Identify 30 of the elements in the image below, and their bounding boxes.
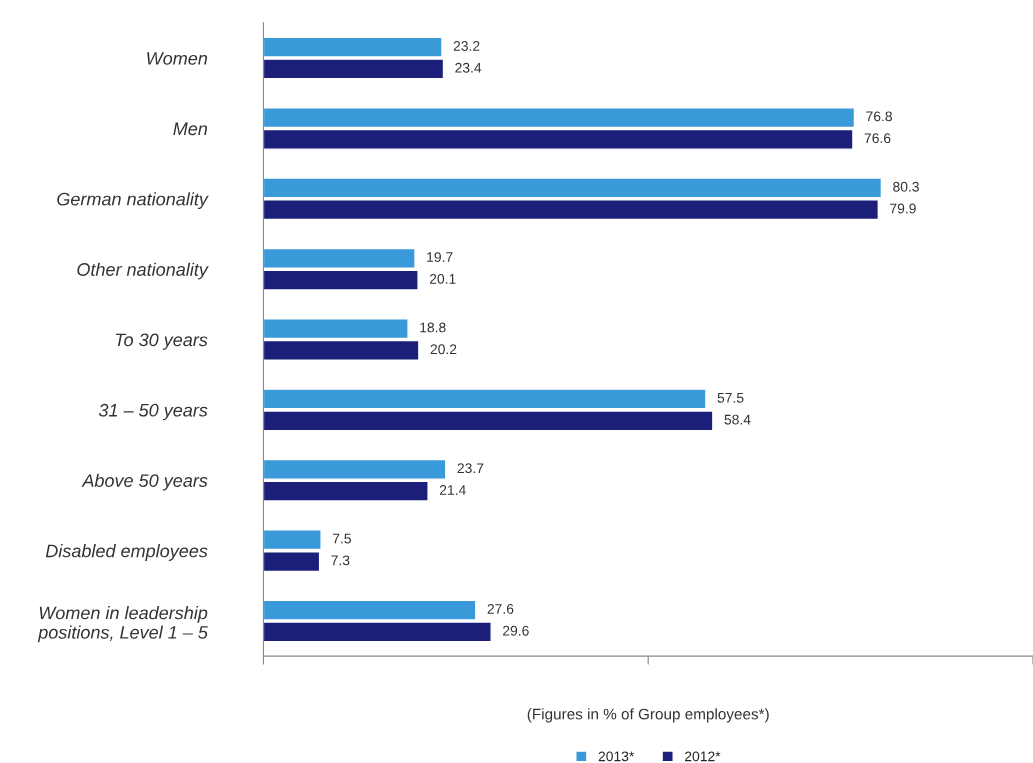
data-label: 79.9 bbox=[890, 203, 916, 214]
data-label: 80.3 bbox=[893, 181, 919, 192]
data-label: 57.5 bbox=[717, 393, 744, 403]
data-label: 7.3 bbox=[331, 555, 350, 566]
data-label: 20.1 bbox=[429, 273, 456, 284]
y-tick-label: To 30 years bbox=[115, 333, 208, 350]
data-label: 76.6 bbox=[864, 133, 891, 144]
x-axis-title: (Figures in % of Group employees*) bbox=[527, 708, 769, 723]
y-tick-label: Disabled employees bbox=[45, 544, 208, 561]
data-label: 23.2 bbox=[453, 41, 480, 51]
y-tick-label: 31 – 50 years bbox=[98, 403, 208, 421]
y-tick-label: Men bbox=[173, 122, 208, 136]
data-label: 58.4 bbox=[724, 414, 751, 425]
legend-label: 2013* bbox=[598, 751, 635, 762]
data-label: 23.4 bbox=[455, 62, 482, 73]
data-label: 7.5 bbox=[332, 533, 351, 544]
data-label: 18.8 bbox=[420, 322, 446, 333]
data-label: 76.8 bbox=[866, 111, 892, 122]
data-label: 21.4 bbox=[439, 485, 466, 495]
data-label: 20.2 bbox=[430, 344, 457, 355]
data-label: 27.6 bbox=[487, 603, 514, 614]
y-tick-label: German nationality bbox=[57, 192, 209, 210]
y-tick-label: Women bbox=[147, 52, 208, 65]
legend-label: 2012* bbox=[685, 751, 721, 762]
data-label: 23.7 bbox=[457, 463, 484, 474]
y-tick-label: Women in leadership positions, Level 1 – 5 bbox=[37, 606, 208, 643]
data-label: 19.7 bbox=[427, 252, 453, 262]
y-tick-label: Above 50 years bbox=[81, 473, 208, 491]
y-tick-label: Other nationality bbox=[77, 262, 209, 280]
data-label: 29.6 bbox=[503, 625, 529, 636]
